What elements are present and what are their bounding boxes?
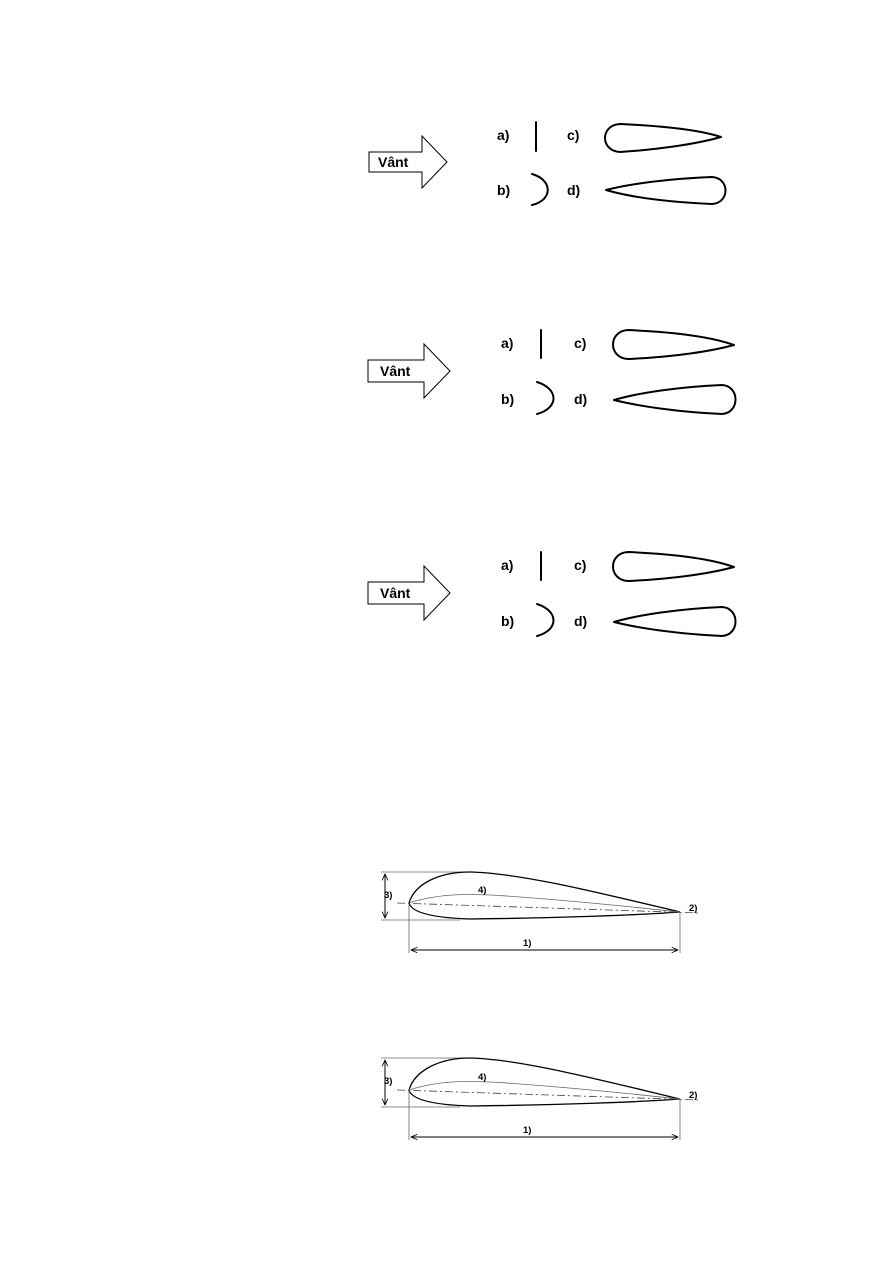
wind-shapes-figure-1: Vânt a) b) c) d) [368,121,727,206]
shape-b-half-shell [531,173,549,206]
shape-c-teardrop-pointed-right [612,329,735,360]
label-d: d) [567,182,580,198]
wind-label: Vânt [380,363,411,379]
shape-b-half-shell [536,381,555,415]
trailing-edge-label: 2) [689,903,697,914]
shape-d-teardrop-pointed-left [613,606,737,637]
wind-shapes-figure-3: Vânt a) b) c) d) [367,551,737,637]
wind-arrow [367,564,451,622]
label-d: d) [574,391,587,407]
thickness-label: 3) [384,1076,392,1087]
chord-line [396,1089,701,1101]
mean-camber-line [408,894,681,913]
label-c: c) [574,335,586,351]
shape-d-teardrop-pointed-left [613,384,737,415]
airfoil-profile-figure-1: 3) 4) 2) 1) [381,871,701,953]
camber-line-label: 4) [478,1072,486,1083]
chord-label: 1) [523,938,531,949]
shape-c-teardrop-pointed-right [604,123,722,153]
chord-line [396,902,701,914]
wind-label: Vânt [380,585,411,601]
thickness-label: 3) [384,890,392,901]
mean-camber-line [408,1081,681,1100]
label-b: b) [501,391,514,407]
chord-label: 1) [523,1125,531,1136]
camber-line-label: 4) [478,885,486,896]
wind-arrow [368,134,448,190]
label-a: a) [501,557,513,573]
wind-label: Vânt [378,154,409,170]
shape-b-half-shell [536,603,555,637]
label-a: a) [497,127,509,143]
shape-c-teardrop-pointed-right [612,551,735,582]
label-d: d) [574,613,587,629]
airfoil-profile-figure-2: 3) 4) 2) 1) [381,1057,701,1140]
wind-arrow [367,342,451,400]
label-c: c) [574,557,586,573]
shape-d-teardrop-pointed-left [605,176,727,205]
label-b: b) [497,182,510,198]
wind-shapes-figure-2: Vânt a) b) c) d) [367,329,737,415]
label-c: c) [567,127,579,143]
label-b: b) [501,613,514,629]
label-a: a) [501,335,513,351]
trailing-edge-label: 2) [689,1090,697,1101]
